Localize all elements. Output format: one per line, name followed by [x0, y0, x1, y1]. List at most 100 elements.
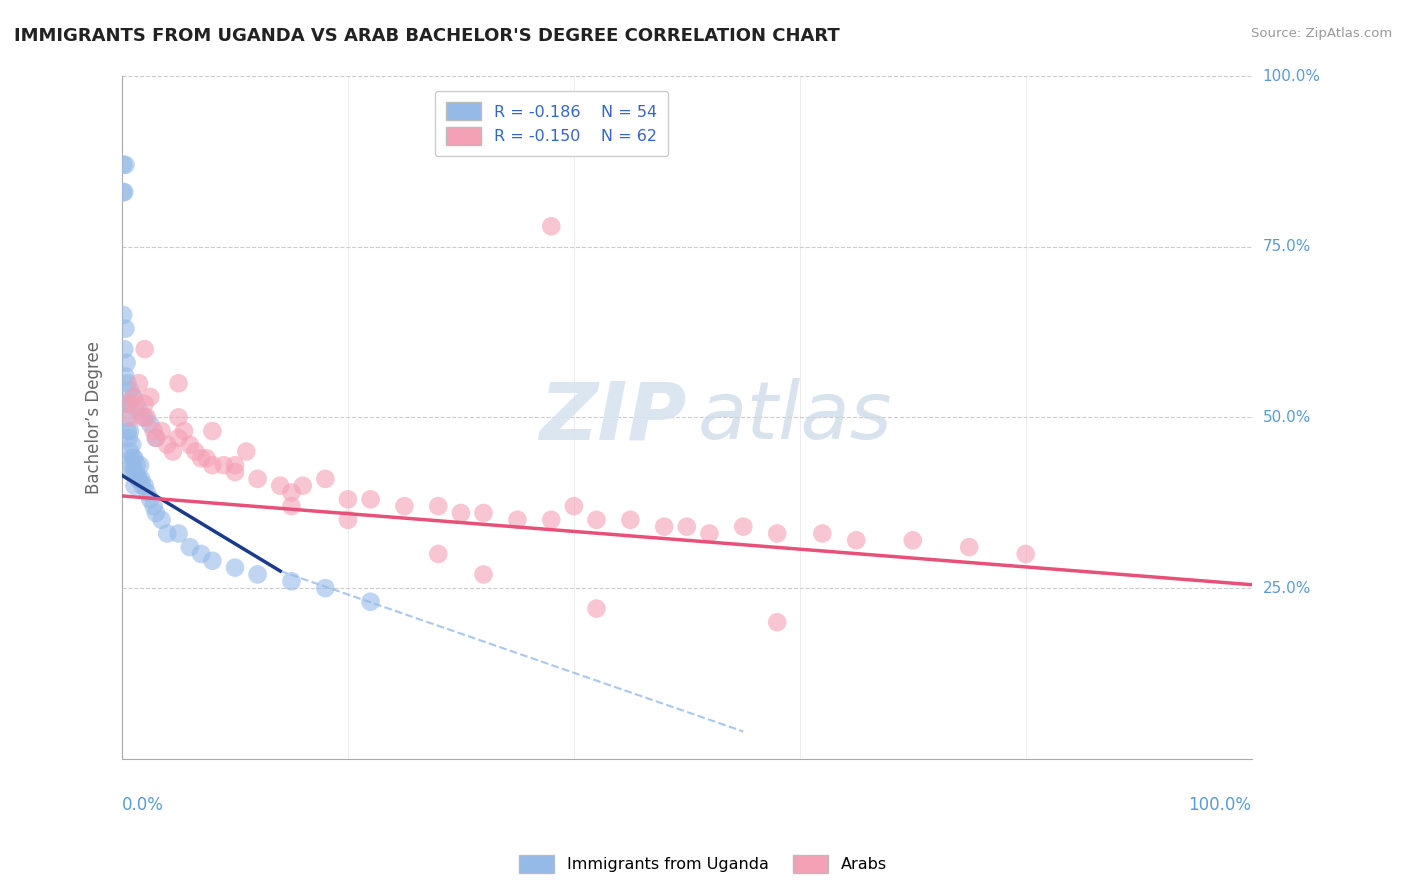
Text: atlas: atlas: [699, 378, 893, 457]
Point: [190, 547, 212, 561]
Point: [235, 444, 257, 458]
Legend: R = -0.186    N = 54, R = -0.150    N = 62: R = -0.186 N = 54, R = -0.150 N = 62: [434, 91, 668, 156]
Point: [142, 499, 165, 513]
Legend: Immigrants from Uganda, Arabs: Immigrants from Uganda, Arabs: [513, 848, 893, 880]
Point: [117, 424, 139, 438]
Point: [122, 390, 145, 404]
Point: [162, 444, 184, 458]
Point: [195, 451, 218, 466]
Point: [134, 410, 156, 425]
Point: [128, 376, 150, 391]
Y-axis label: Bachelor’s Degree: Bachelor’s Degree: [86, 341, 103, 494]
Point: [118, 397, 141, 411]
Point: [179, 540, 201, 554]
Point: [540, 513, 562, 527]
Point: [585, 601, 607, 615]
Point: [117, 397, 139, 411]
Point: [129, 458, 152, 473]
Text: Source: ZipAtlas.com: Source: ZipAtlas.com: [1251, 27, 1392, 40]
Point: [336, 513, 359, 527]
Point: [472, 506, 495, 520]
Point: [135, 485, 157, 500]
Text: 0.0%: 0.0%: [122, 797, 165, 814]
Point: [766, 615, 789, 630]
Point: [112, 185, 135, 199]
Point: [114, 369, 136, 384]
Point: [427, 499, 450, 513]
Point: [811, 526, 834, 541]
Point: [134, 397, 156, 411]
Point: [360, 595, 382, 609]
Point: [139, 390, 162, 404]
Point: [128, 403, 150, 417]
Point: [280, 485, 302, 500]
Point: [224, 560, 246, 574]
Point: [224, 465, 246, 479]
Point: [150, 513, 173, 527]
Point: [179, 438, 201, 452]
Point: [167, 526, 190, 541]
Point: [562, 499, 585, 513]
Point: [540, 219, 562, 234]
Point: [145, 506, 167, 520]
Point: [901, 533, 924, 548]
Point: [291, 478, 314, 492]
Point: [129, 472, 152, 486]
Point: [114, 158, 136, 172]
Point: [246, 472, 269, 486]
Point: [212, 458, 235, 473]
Point: [699, 526, 721, 541]
Point: [450, 506, 472, 520]
Point: [139, 417, 162, 432]
Point: [145, 431, 167, 445]
Point: [122, 465, 145, 479]
Point: [173, 424, 195, 438]
Point: [117, 410, 139, 425]
Point: [314, 472, 336, 486]
Point: [190, 451, 212, 466]
Point: [118, 383, 141, 397]
Point: [131, 478, 153, 492]
Point: [360, 492, 382, 507]
Point: [201, 554, 224, 568]
Point: [184, 444, 207, 458]
Point: [128, 472, 150, 486]
Point: [167, 431, 190, 445]
Point: [122, 451, 145, 466]
Text: 25.0%: 25.0%: [1263, 581, 1310, 596]
Point: [120, 465, 142, 479]
Point: [619, 513, 641, 527]
Point: [224, 458, 246, 473]
Point: [117, 376, 139, 391]
Point: [124, 478, 146, 492]
Point: [142, 424, 165, 438]
Point: [167, 376, 190, 391]
Point: [472, 567, 495, 582]
Point: [115, 356, 138, 370]
Text: IMMIGRANTS FROM UGANDA VS ARAB BACHELOR'S DEGREE CORRELATION CHART: IMMIGRANTS FROM UGANDA VS ARAB BACHELOR'…: [14, 27, 839, 45]
Point: [394, 499, 416, 513]
Point: [118, 424, 141, 438]
Point: [585, 513, 607, 527]
Point: [427, 547, 450, 561]
Point: [112, 185, 135, 199]
Point: [506, 513, 529, 527]
Text: 75.0%: 75.0%: [1263, 239, 1310, 254]
Point: [127, 472, 149, 486]
Point: [120, 451, 142, 466]
Point: [118, 431, 141, 445]
Point: [131, 410, 153, 425]
Point: [115, 397, 138, 411]
Point: [156, 526, 179, 541]
Point: [845, 533, 868, 548]
Point: [114, 321, 136, 335]
Point: [280, 574, 302, 589]
Text: 100.0%: 100.0%: [1188, 797, 1251, 814]
Point: [112, 342, 135, 356]
Point: [121, 458, 143, 473]
Point: [124, 451, 146, 466]
Point: [733, 519, 755, 533]
Point: [280, 499, 302, 513]
Point: [201, 458, 224, 473]
Point: [124, 465, 146, 479]
